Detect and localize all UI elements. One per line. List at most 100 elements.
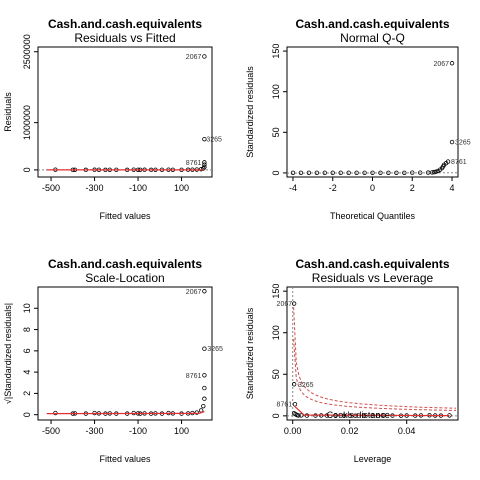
data-layer <box>46 289 207 416</box>
y-axis-label: √|Standardized residuals| <box>3 303 13 404</box>
point-label: 2067 <box>186 289 202 296</box>
panel-title: Cash.and.cash.equivalents <box>295 17 449 31</box>
panel-title: Cash.and.cash.equivalents <box>295 257 449 271</box>
point-label: 3265 <box>455 140 471 147</box>
data-point <box>433 169 439 174</box>
x-tick-label: 0.04 <box>398 426 416 436</box>
data-point <box>194 410 199 415</box>
cooks-distance-contour <box>293 307 457 409</box>
data-point <box>298 170 304 175</box>
data-point <box>431 169 437 175</box>
data-point <box>402 170 407 175</box>
data-point <box>306 170 312 175</box>
point-label: 8761 <box>186 373 202 380</box>
data-layer <box>287 61 458 175</box>
point-label: 8761 <box>451 159 467 166</box>
plot-frame <box>286 46 459 178</box>
data-point <box>354 170 359 175</box>
data-point <box>290 170 296 175</box>
data-point <box>296 413 301 418</box>
data-point <box>370 170 375 175</box>
data-point <box>291 301 297 306</box>
data-point <box>322 170 327 175</box>
y-tick-label: 150 <box>271 284 281 299</box>
point-label: 8761 <box>277 402 293 409</box>
data-point <box>429 170 435 175</box>
point-label: 2067 <box>186 54 202 61</box>
y-tick-label: 2 <box>22 391 32 396</box>
y-tick-label: 8 <box>22 327 32 332</box>
data-point <box>449 61 455 66</box>
data-point <box>202 385 207 391</box>
y-tick-label: 0 <box>22 167 32 172</box>
data-point <box>202 164 207 170</box>
data-point <box>386 170 391 175</box>
data-point <box>394 170 399 175</box>
x-tick-label: -100 <box>129 183 147 193</box>
data-point <box>330 170 335 175</box>
y-tick-label: 0 <box>22 412 32 417</box>
x-tick-label: -300 <box>86 183 104 193</box>
data-point <box>346 170 351 175</box>
data-point <box>198 166 204 172</box>
plot-frame <box>286 286 459 421</box>
plot-frame <box>37 46 213 178</box>
data-point <box>362 170 367 175</box>
data-point <box>202 346 207 351</box>
y-tick-label: 2500000 <box>22 34 32 69</box>
y-tick-label: 100 <box>271 84 281 99</box>
data-point <box>202 373 207 378</box>
x-tick-label: 0.00 <box>284 426 302 436</box>
panel-title: Cash.and.cash.equivalents <box>48 17 202 31</box>
data-point <box>449 139 455 145</box>
data-point <box>292 402 298 407</box>
y-tick-label: 0 <box>271 413 281 418</box>
x-tick-label: 100 <box>174 426 189 436</box>
y-tick-label: 0 <box>271 170 281 175</box>
y-axis-label: Standardized residuals <box>245 66 255 158</box>
x-tick-label: 100 <box>174 183 189 193</box>
panel-subtitle: Residuals vs Leverage <box>312 271 434 285</box>
point-label: 2067 <box>277 301 293 308</box>
y-tick-label: 50 <box>271 127 281 137</box>
point-label: 3265 <box>298 382 314 389</box>
smooth-line <box>46 410 205 415</box>
data-layer <box>38 54 212 173</box>
data-point <box>291 382 297 387</box>
x-tick-label: -100 <box>129 426 147 436</box>
data-point <box>202 162 207 167</box>
x-axis-label: Theoretical Quantiles <box>330 211 416 221</box>
data-point <box>418 170 423 175</box>
data-point <box>299 413 304 418</box>
panel-subtitle: Scale-Location <box>85 271 164 285</box>
x-tick-label: -4 <box>289 183 297 193</box>
cooks-distance-contour <box>294 424 456 480</box>
cooks-distance-contour <box>294 421 456 480</box>
panel-title: Cash.and.cash.equivalents <box>48 257 202 271</box>
point-label: 3265 <box>207 346 223 353</box>
cooks-distance-contour <box>293 339 456 411</box>
data-point <box>202 289 207 294</box>
x-tick-label: 4 <box>450 183 455 193</box>
data-layer <box>287 287 458 480</box>
x-tick-label: 0 <box>370 183 375 193</box>
x-axis-label: Leverage <box>354 454 392 464</box>
panel-subtitle: Normal Q-Q <box>340 31 405 45</box>
y-tick-label: 1000000 <box>22 105 32 140</box>
y-axis-label: Residuals <box>3 92 13 132</box>
data-point <box>314 170 320 175</box>
x-axis-label: Fitted values <box>99 211 151 221</box>
y-tick-label: 100 <box>271 325 281 340</box>
y-tick-label: 50 <box>271 369 281 379</box>
x-tick-label: -500 <box>42 426 60 436</box>
plot-frame <box>37 286 213 421</box>
point-label: 3265 <box>206 137 222 144</box>
smooth-line <box>293 405 450 417</box>
data-point <box>202 396 207 401</box>
y-tick-label: 4 <box>22 370 32 375</box>
